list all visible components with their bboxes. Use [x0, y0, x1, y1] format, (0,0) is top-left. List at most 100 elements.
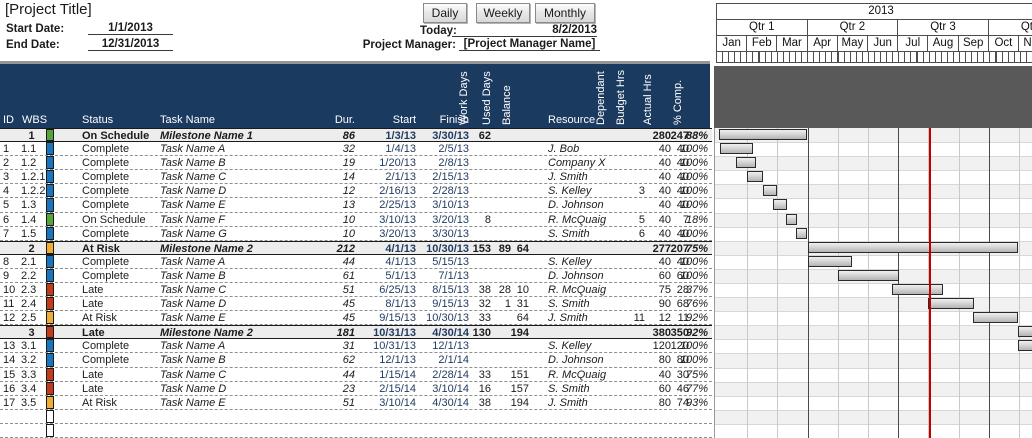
cell-wbs[interactable]: 2.1: [21, 255, 37, 268]
cell-res[interactable]: S. Kelley: [548, 185, 592, 198]
cell-res[interactable]: S. Smith: [548, 227, 590, 240]
cell-finish[interactable]: 4/30/14: [432, 327, 469, 340]
cell-budget[interactable]: 280: [652, 130, 671, 142]
cell-wbs[interactable]: 2: [28, 242, 35, 255]
cell-actual[interactable]: 11: [677, 312, 689, 325]
cell-task[interactable]: Milestone Name 2: [160, 242, 253, 255]
cell-budget[interactable]: 40: [658, 255, 671, 268]
cell-id[interactable]: [1, 129, 17, 141]
cell-id[interactable]: [1, 410, 17, 423]
cell-actual[interactable]: 40: [676, 199, 689, 212]
cell-finish[interactable]: [417, 410, 469, 423]
cell-task[interactable]: Task Name E: [160, 199, 226, 212]
start-date-value[interactable]: 1/1/2013: [88, 22, 173, 35]
cell-id[interactable]: 14: [3, 354, 16, 367]
cell-finish[interactable]: 2/8/13: [438, 157, 469, 170]
cell-res[interactable]: S. Kelley: [548, 255, 592, 268]
cell-dep[interactable]: [620, 170, 645, 183]
cell-bal[interactable]: 151: [510, 368, 529, 381]
cell-budget[interactable]: 80: [658, 396, 671, 409]
cell-finish[interactable]: 5/15/13: [432, 255, 469, 268]
cell-work[interactable]: 32: [478, 298, 491, 311]
cell-status[interactable]: Late: [82, 368, 104, 381]
cell-dep[interactable]: [620, 339, 645, 352]
cell-budget[interactable]: 60: [658, 269, 671, 282]
cell-dur[interactable]: 45: [342, 312, 355, 325]
cell-dep[interactable]: [620, 396, 645, 409]
cell-comp[interactable]: 18%: [685, 213, 708, 226]
cell-finish[interactable]: 8/15/13: [432, 283, 469, 296]
cell-start[interactable]: 12/1/13: [379, 354, 416, 367]
cell-status[interactable]: Late: [82, 382, 104, 395]
cell-res[interactable]: J. Smith: [548, 171, 588, 184]
cell-wbs[interactable]: 3.3: [21, 368, 37, 381]
cell-bal[interactable]: 10: [516, 283, 529, 296]
today-value[interactable]: 8/2/2013: [452, 24, 597, 37]
cell-task[interactable]: Task Name C: [160, 283, 227, 296]
cell-dep[interactable]: [620, 269, 645, 282]
cell-budget[interactable]: 40: [658, 157, 671, 170]
cell-wbs[interactable]: 1.4: [21, 213, 37, 226]
cell-comp[interactable]: 100%: [679, 340, 708, 353]
cell-used[interactable]: 89: [498, 242, 511, 255]
cell-actual[interactable]: 40: [676, 185, 689, 198]
cell-wbs[interactable]: 3.2: [21, 354, 37, 367]
cell-dur[interactable]: 12: [342, 185, 355, 198]
cell-used[interactable]: [491, 227, 511, 240]
cell-dep[interactable]: 11: [633, 312, 645, 325]
cell-bal[interactable]: [509, 424, 529, 437]
cell-dur[interactable]: 13: [342, 199, 355, 212]
cell-bal[interactable]: [509, 339, 529, 352]
cell-used[interactable]: [491, 410, 511, 423]
cell-start[interactable]: 3/20/13: [379, 227, 416, 240]
cell-comp[interactable]: 100%: [679, 157, 708, 170]
cell-dep[interactable]: [620, 353, 645, 366]
cell-dep[interactable]: [620, 198, 645, 211]
cell-res[interactable]: S. Smith: [548, 298, 590, 311]
cell-bal[interactable]: 157: [510, 382, 529, 395]
cell-bal[interactable]: [509, 184, 529, 197]
cell-dep[interactable]: [620, 368, 645, 381]
cell-finish[interactable]: 2/1/14: [438, 354, 469, 367]
cell-comp[interactable]: 100%: [679, 171, 708, 184]
cell-budget[interactable]: 40: [658, 368, 671, 381]
cell-work[interactable]: 16: [478, 382, 491, 395]
cell-task[interactable]: Milestone Name 2: [160, 327, 253, 340]
cell-start[interactable]: 1/4/13: [385, 143, 416, 156]
cell-dep[interactable]: 3: [638, 185, 645, 198]
cell-work[interactable]: [465, 227, 491, 240]
cell-bal[interactable]: 194: [510, 396, 529, 409]
cell-task[interactable]: Task Name C: [160, 368, 227, 381]
cell-id[interactable]: [1, 242, 17, 254]
cell-res[interactable]: [531, 410, 599, 423]
cell-actual[interactable]: 40: [676, 157, 689, 170]
cell-comp[interactable]: 76%: [685, 298, 708, 311]
cell-dur[interactable]: 44: [342, 368, 355, 381]
cell-res[interactable]: [531, 424, 599, 437]
cell-start[interactable]: 1/20/13: [379, 157, 416, 170]
cell-status[interactable]: [54, 410, 151, 423]
cell-work[interactable]: 153: [472, 242, 491, 255]
cell-dur[interactable]: 44: [342, 255, 355, 268]
cell-budget[interactable]: 380: [652, 327, 671, 340]
cell-dep[interactable]: 5: [638, 213, 645, 226]
cell-status[interactable]: On Schedule: [82, 130, 150, 142]
cell-status[interactable]: Complete: [82, 227, 130, 240]
cell-id[interactable]: 13: [3, 340, 16, 353]
cell-status[interactable]: Late: [82, 283, 104, 296]
cell-work[interactable]: [465, 424, 491, 437]
cell-id[interactable]: 10: [3, 283, 16, 296]
cell-used[interactable]: [491, 326, 511, 338]
cell-used[interactable]: [491, 184, 511, 197]
cell-budget[interactable]: 80: [658, 354, 671, 367]
cell-task[interactable]: [152, 410, 330, 423]
cell-budget[interactable]: 40: [658, 143, 671, 156]
cell-id[interactable]: 6: [3, 213, 10, 226]
cell-finish[interactable]: 2/5/13: [438, 143, 469, 156]
cell-status[interactable]: Complete: [82, 185, 130, 198]
cell-actual[interactable]: 207: [670, 242, 689, 255]
cell-bal[interactable]: [509, 255, 529, 268]
cell-actual[interactable]: 120: [670, 340, 689, 353]
cell-comp[interactable]: 100%: [679, 255, 708, 268]
cell-dur[interactable]: 61: [342, 269, 355, 282]
